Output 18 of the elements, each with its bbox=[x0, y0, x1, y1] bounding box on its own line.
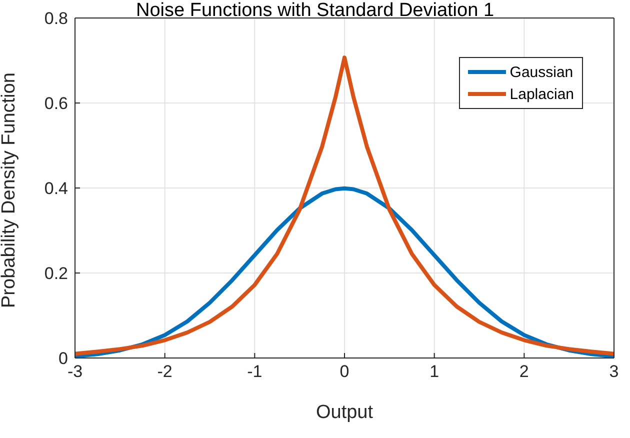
y-tick-label: 0 bbox=[58, 349, 68, 368]
x-axis-title: Output bbox=[316, 402, 374, 423]
x-tick-label: 1 bbox=[430, 362, 440, 382]
x-tick-label: 3 bbox=[609, 362, 619, 382]
y-tick-label: 0.4 bbox=[44, 179, 68, 198]
line-series bbox=[75, 56, 614, 356]
chart-title: Noise Functions with Standard Deviation 1 bbox=[136, 0, 494, 21]
legend-label: Gaussian bbox=[510, 64, 574, 80]
x-tick-label: 0 bbox=[340, 362, 350, 382]
x-tick-label: -2 bbox=[157, 362, 172, 382]
y-tick-label: 0.2 bbox=[44, 264, 68, 284]
x-tick-label: 2 bbox=[519, 362, 529, 382]
x-tick-label: -1 bbox=[247, 362, 262, 382]
y-tick-label: 0.6 bbox=[44, 94, 68, 114]
y-axis-title: Probability Density Function bbox=[0, 72, 20, 308]
y-tick-label: 0.8 bbox=[44, 9, 68, 28]
x-tick-label: -3 bbox=[67, 362, 83, 382]
legend-label: Laplacian bbox=[510, 86, 574, 102]
